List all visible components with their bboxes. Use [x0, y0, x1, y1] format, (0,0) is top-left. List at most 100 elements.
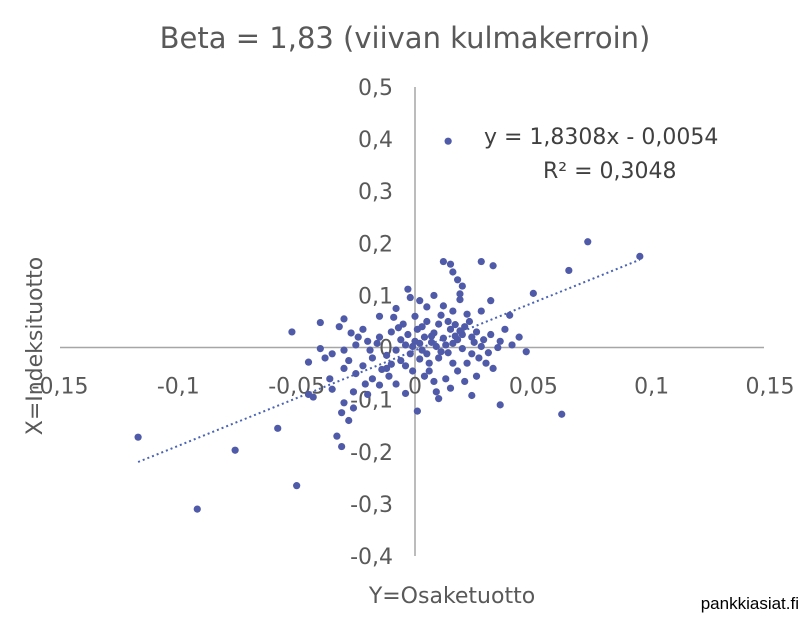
data-point	[392, 304, 400, 313]
data-point	[392, 380, 400, 388]
data-point	[435, 354, 443, 362]
data-point	[465, 317, 474, 326]
data-point	[397, 336, 405, 344]
y-tick-label: -0,1	[350, 389, 393, 414]
data-point	[387, 360, 395, 368]
y-tick-label: 0,3	[358, 180, 393, 205]
data-point	[425, 359, 433, 367]
data-point	[368, 375, 376, 383]
data-point	[416, 355, 424, 363]
data-point	[558, 410, 566, 418]
data-point	[406, 293, 414, 302]
data-point	[385, 372, 393, 380]
data-point	[349, 404, 358, 412]
data-point	[340, 346, 348, 354]
data-point	[437, 348, 445, 356]
data-point	[347, 329, 355, 337]
data-point	[413, 407, 421, 415]
data-point	[359, 362, 367, 370]
data-point	[442, 375, 450, 383]
data-point	[338, 442, 346, 451]
data-point	[416, 339, 424, 347]
data-point	[487, 297, 495, 305]
data-point	[309, 393, 317, 401]
x-axis-label: Y=Osaketuotto	[368, 584, 535, 609]
data-point	[340, 399, 348, 407]
data-point	[409, 342, 417, 351]
x-tick-label: 0,05	[509, 375, 558, 400]
data-point	[420, 333, 429, 341]
data-point	[439, 257, 447, 266]
data-point	[475, 354, 483, 362]
data-point	[456, 290, 464, 298]
data-point	[461, 323, 469, 331]
data-point	[451, 332, 459, 340]
data-point	[472, 372, 481, 380]
y-tick-label: 0,1	[358, 284, 393, 309]
data-point	[392, 346, 400, 354]
data-point	[326, 375, 334, 383]
data-point	[449, 359, 457, 367]
data-point	[352, 341, 360, 349]
data-point	[484, 349, 492, 357]
data-point	[354, 333, 362, 341]
data-point	[437, 311, 445, 319]
data-point	[359, 325, 367, 333]
data-point	[404, 330, 412, 339]
data-point	[446, 260, 455, 268]
data-point	[472, 328, 481, 336]
data-point	[636, 252, 644, 260]
data-point	[439, 302, 447, 310]
data-point	[387, 328, 395, 336]
data-point	[435, 320, 443, 328]
data-point	[496, 337, 504, 345]
data-point	[345, 356, 353, 365]
x-tick-label: 0,15	[746, 375, 795, 400]
y-tick-label: 0,2	[358, 232, 393, 257]
data-point	[430, 377, 438, 386]
data-point	[352, 370, 360, 378]
data-point	[458, 344, 466, 353]
data-point	[468, 391, 476, 400]
data-point	[134, 433, 142, 441]
data-point	[446, 384, 455, 392]
data-point	[477, 342, 485, 351]
data-point	[404, 285, 412, 293]
data-point	[522, 348, 530, 356]
data-point	[288, 328, 296, 336]
data-point	[328, 350, 336, 358]
data-point	[468, 350, 476, 358]
data-point	[364, 337, 372, 345]
data-point	[482, 359, 490, 367]
data-point	[487, 330, 495, 339]
data-point	[456, 296, 464, 304]
data-point	[293, 482, 301, 490]
data-point	[338, 409, 346, 417]
data-point	[565, 266, 573, 275]
data-point	[304, 358, 313, 366]
data-point	[328, 385, 336, 393]
data-point	[489, 364, 497, 372]
data-point	[401, 389, 410, 398]
data-point	[366, 346, 374, 354]
data-point	[454, 276, 462, 284]
data-point	[446, 325, 455, 333]
trendline-equation: y = 1,8308x - 0,0054	[484, 125, 718, 150]
x-tick-label: 0,1	[634, 375, 669, 400]
data-point	[401, 362, 410, 370]
x-tick-label: -0,15	[32, 375, 89, 400]
data-point	[458, 282, 466, 290]
data-point	[494, 343, 502, 352]
data-point	[584, 238, 592, 246]
data-point	[435, 395, 443, 403]
x-tick-label: -0,1	[157, 375, 200, 400]
axes	[60, 87, 764, 556]
data-point	[333, 432, 341, 440]
x-tick-label: 0	[408, 375, 422, 400]
y-tick-label: -0,2	[350, 441, 393, 466]
data-point	[456, 327, 464, 335]
data-point	[193, 505, 201, 513]
data-point	[416, 297, 424, 305]
trendline-group	[137, 258, 641, 463]
data-point	[439, 334, 447, 342]
